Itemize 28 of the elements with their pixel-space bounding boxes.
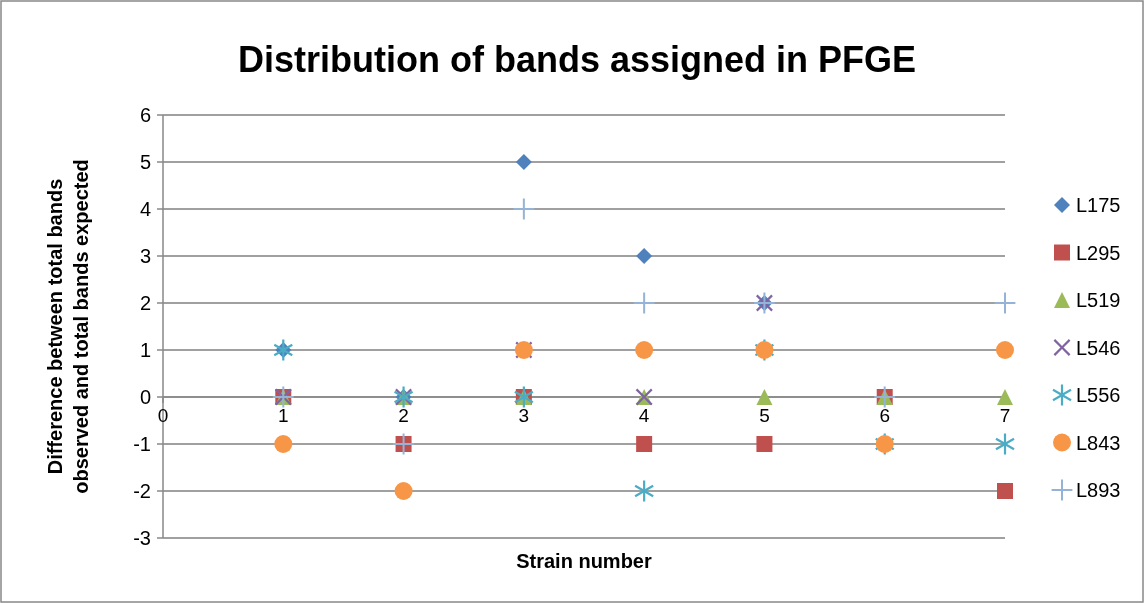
y-tick-label: 0 <box>139 386 151 408</box>
y-tick-label: -1 <box>133 433 151 455</box>
x-tick-label: 4 <box>638 405 650 426</box>
legend-label: L295 <box>1076 241 1121 264</box>
y-tick-label: 5 <box>139 151 151 173</box>
y-tick-label: -2 <box>133 480 151 502</box>
legend-label: L893 <box>1076 479 1121 501</box>
legend-label: L843 <box>1076 431 1121 454</box>
x-tick-label: 2 <box>398 405 409 426</box>
y-tick-label: 2 <box>139 292 151 314</box>
y-tick-label: 4 <box>139 198 151 220</box>
y-tick-label: 3 <box>139 245 151 267</box>
legend-label: L519 <box>1076 289 1121 311</box>
legend-label: L175 <box>1076 194 1121 216</box>
x-tick-label: 7 <box>999 405 1011 426</box>
x-tick-label: 5 <box>759 405 770 426</box>
chart-title: Distribution of bands assigned in PFGE <box>237 39 917 80</box>
y-tick-label: 1 <box>139 339 151 361</box>
y-tick-label: 6 <box>139 104 151 126</box>
x-tick-label: 3 <box>518 405 530 426</box>
y-tick-label: -3 <box>133 527 151 549</box>
x-tick-label: 1 <box>278 405 289 426</box>
y-axis-title: Difference between total bands observed and total bands expected <box>44 159 92 494</box>
x-tick-label: 6 <box>879 405 890 426</box>
x-axis-title: Strain number <box>516 550 652 572</box>
legend-label: L546 <box>1076 336 1121 359</box>
legend-label: L556 <box>1076 384 1121 406</box>
x-tick-label: 0 <box>157 405 169 426</box>
